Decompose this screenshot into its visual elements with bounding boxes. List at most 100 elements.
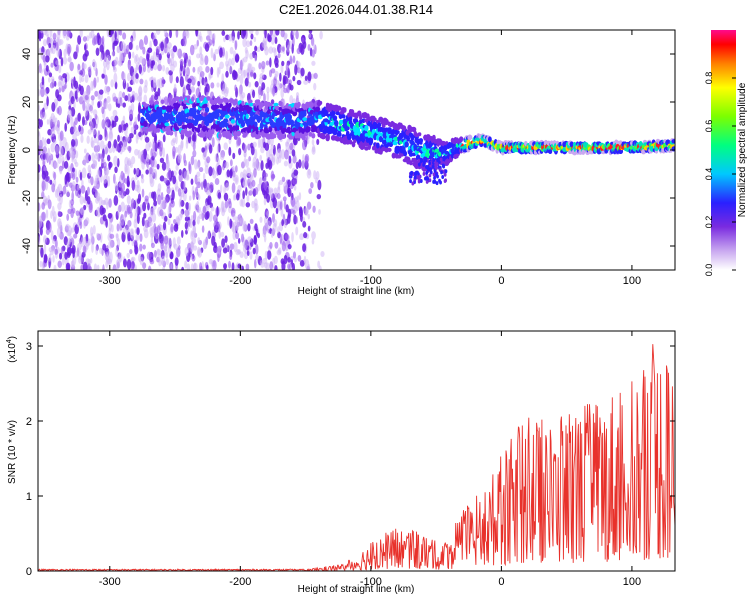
- spectrogram-cell: [90, 105, 94, 114]
- spectrogram-cell: [313, 82, 317, 91]
- spectrogram-cell: [311, 238, 315, 245]
- spectrogram-cell: [263, 93, 266, 103]
- spectrogram-cell: [128, 146, 132, 154]
- spectrogram-cell: [127, 59, 132, 70]
- spectrogram-cell: [161, 161, 167, 171]
- spectrogram-cell: [254, 45, 258, 52]
- spectrogram-cell: [111, 34, 115, 44]
- spectrogram-cell: [439, 180, 442, 185]
- spectrogram-cell: [73, 126, 78, 134]
- bottom-x-tick-label: -300: [99, 576, 121, 588]
- spectrogram-cell: [283, 218, 287, 225]
- spectrogram-cell: [196, 53, 201, 59]
- spectrogram-cell: [268, 46, 274, 54]
- spectrogram-cell: [444, 160, 448, 165]
- colorbar-tick-label: 0.4: [704, 168, 714, 181]
- spectrogram-cell: [39, 260, 43, 268]
- spectrogram-cell: [102, 264, 105, 270]
- spectrogram-cell: [253, 198, 258, 206]
- bottom-y-tick-label: 1: [26, 491, 32, 503]
- spectrogram-cell: [269, 57, 272, 68]
- spectrogram-cell: [153, 135, 157, 144]
- spectrogram-cell: [267, 102, 273, 107]
- spectrogram-cell: [235, 232, 240, 240]
- spectrogram-cell: [298, 206, 303, 214]
- spectrogram-cell: [239, 74, 244, 85]
- spectrogram-cell: [158, 254, 161, 263]
- spectrogram-cell: [87, 129, 92, 135]
- spectrogram-cell: [138, 39, 144, 50]
- spectrogram-cell: [95, 123, 98, 129]
- spectrogram-cell: [311, 231, 316, 240]
- spectrogram-cell: [143, 212, 147, 219]
- spectrogram-cell: [294, 64, 298, 76]
- spectrogram-cell: [296, 79, 302, 86]
- spectrogram-cell: [444, 178, 448, 183]
- spectrogram-cell: [253, 72, 257, 80]
- spectrogram-cell: [163, 177, 168, 184]
- spectrogram-cell: [287, 263, 290, 270]
- spectrogram-cell: [158, 53, 162, 61]
- spectrogram-cell: [300, 44, 305, 55]
- spectrogram-cell: [245, 113, 249, 120]
- spectrogram-cell: [267, 34, 272, 43]
- spectrogram-cell: [137, 113, 141, 122]
- spectrogram-cell: [280, 149, 286, 160]
- spectrogram-cell: [249, 251, 253, 260]
- spectrogram-cell: [60, 57, 64, 67]
- spectrogram-cell: [236, 135, 241, 147]
- top-x-tick-label: -100: [360, 275, 382, 287]
- spectrogram-cell: [197, 248, 203, 258]
- spectrogram-cell: [274, 79, 280, 86]
- spectrogram-cell: [113, 173, 116, 184]
- spectrogram-cell: [179, 76, 184, 88]
- spectrogram-cell: [160, 200, 164, 209]
- spectrogram-cell: [422, 162, 426, 167]
- spectrogram-cell: [113, 155, 118, 167]
- spectrogram-cell: [211, 128, 215, 135]
- spectrogram-cell: [248, 81, 252, 88]
- spectrogram-cell: [102, 174, 108, 184]
- spectrogram-cell: [311, 133, 316, 139]
- spectrogram-cell: [175, 134, 178, 145]
- spectrogram-cell: [139, 243, 143, 252]
- spectrogram-cell: [261, 60, 266, 70]
- spectrogram-cell: [101, 73, 105, 79]
- spectrogram-cell: [410, 135, 415, 142]
- spectrogram-cell: [95, 197, 100, 204]
- spectrogram-cell: [218, 132, 222, 139]
- spectrogram-cell: [228, 102, 232, 108]
- spectrogram-cell: [217, 164, 222, 176]
- spectrogram-cell: [91, 242, 94, 253]
- spectrogram-cell: [183, 153, 186, 164]
- spectrogram-cell: [396, 130, 400, 134]
- spectrogram-cell: [83, 221, 86, 229]
- spectrogram-cell: [133, 121, 138, 132]
- spectrogram-cell: [73, 233, 78, 239]
- spectrogram-cell: [130, 156, 136, 165]
- spectrogram-cell: [292, 251, 297, 259]
- spectrogram-cell: [112, 96, 118, 102]
- spectrogram-cell: [180, 139, 184, 149]
- spectrogram-cell: [176, 236, 181, 246]
- spectrogram-cell: [247, 62, 252, 73]
- spectrogram-cell: [149, 123, 156, 131]
- spectrogram-cell: [204, 42, 210, 52]
- spectrogram-cell: [160, 192, 164, 201]
- spectrogram-cell: [177, 154, 182, 160]
- spectrogram-cell: [150, 233, 155, 239]
- spectrogram-cell: [41, 202, 46, 210]
- spectrogram-cell: [72, 207, 76, 214]
- spectrogram-cell: [278, 179, 284, 186]
- spectrogram-cell: [82, 261, 88, 270]
- spectrogram-cell: [63, 160, 69, 169]
- spectrogram-cell: [127, 72, 131, 82]
- spectrogram-cell: [229, 169, 233, 179]
- spectrogram-cell: [238, 87, 242, 97]
- spectrogram-cell: [246, 167, 251, 177]
- spectrogram-cell: [208, 39, 213, 46]
- spectrogram-cell: [271, 153, 276, 163]
- spectrogram-cell: [299, 259, 305, 267]
- spectrogram-cell: [253, 36, 257, 43]
